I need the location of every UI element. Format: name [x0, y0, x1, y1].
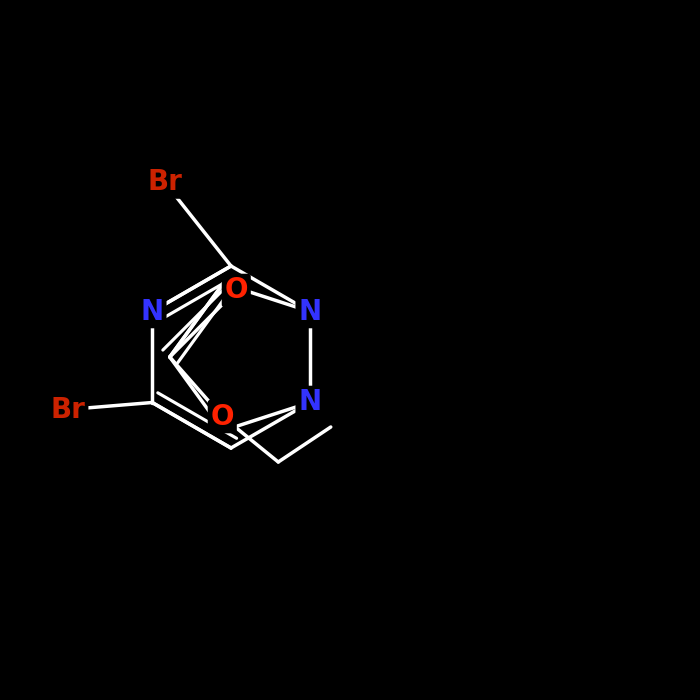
Text: O: O [225, 276, 248, 304]
Text: Br: Br [51, 395, 85, 423]
Text: O: O [211, 402, 234, 430]
Text: N: N [141, 298, 164, 326]
Text: N: N [298, 298, 321, 326]
Text: N: N [298, 389, 321, 416]
Text: Br: Br [147, 168, 182, 196]
